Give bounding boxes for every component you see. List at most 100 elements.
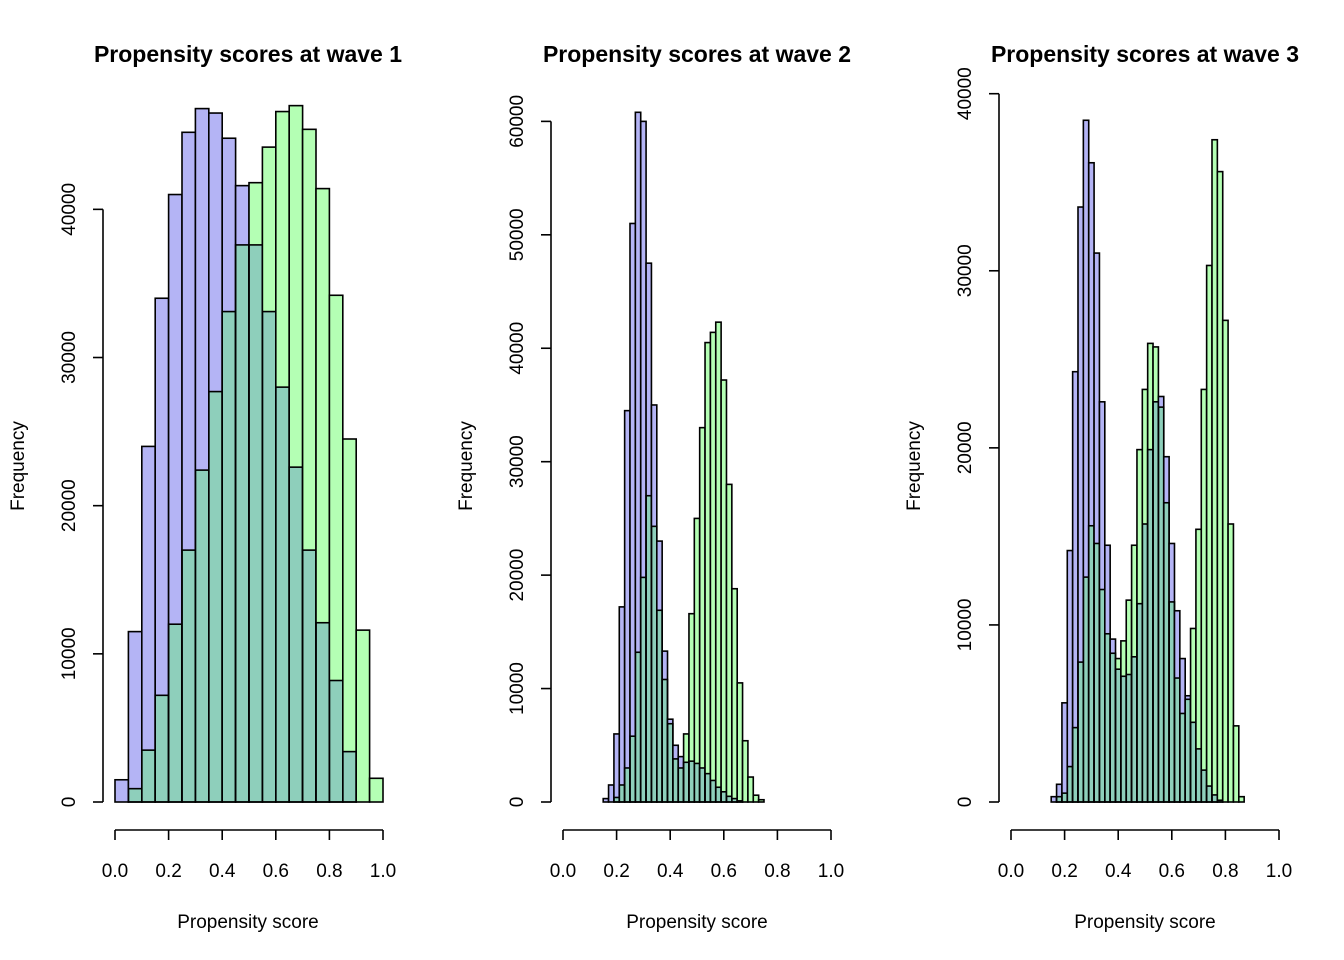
bar-overlap [1099, 589, 1105, 802]
bar-overlap [1120, 676, 1127, 802]
bar-fill [1153, 346, 1159, 402]
bar-overlap [710, 780, 716, 802]
bar-fill [624, 410, 630, 768]
bar-fill [115, 779, 129, 802]
x-tick-label: 0.6 [711, 861, 737, 882]
bar-overlap [651, 526, 657, 802]
bar-series-2 [757, 798, 765, 803]
bar-fill [1201, 389, 1207, 771]
bar-fill [1099, 401, 1105, 590]
y-axis-label: Frequency [456, 421, 477, 511]
bar-overlap [128, 788, 142, 802]
x-tick-label: 0.2 [1051, 861, 1077, 882]
bar-overlap [1179, 713, 1186, 802]
bar-fill [1142, 389, 1148, 524]
bar-overlap [1185, 699, 1191, 802]
bar-fill [289, 105, 303, 468]
x-tick-label: 0.4 [1105, 861, 1132, 882]
bar-fill [182, 132, 196, 551]
y-tick-label: 20000 [507, 549, 528, 602]
x-axis: 0.0 0.2 0.4 0.6 0.8 1.0 [102, 829, 396, 882]
bar-overlap [1131, 656, 1137, 802]
bar-overlap [182, 550, 196, 802]
bar-fill [1212, 139, 1218, 795]
x-tick-label: 0.2 [155, 861, 181, 882]
bar-fill [1179, 658, 1186, 714]
y-tick-label: 30000 [507, 435, 528, 488]
bar-overlap [640, 577, 647, 802]
bar-overlap [316, 622, 330, 802]
y-tick-label: 40000 [955, 67, 976, 120]
bar-fill [249, 182, 263, 245]
bar-fill [1126, 600, 1132, 675]
bar-fill [688, 613, 695, 762]
bar-overlap [688, 761, 695, 802]
bar-overlap [1201, 770, 1207, 802]
bar-overlap [1072, 727, 1078, 802]
bar-overlap [275, 387, 290, 802]
bar-fill [1136, 449, 1143, 604]
bar-fill [168, 194, 182, 625]
bar-overlap [619, 784, 625, 802]
bar-fill [758, 799, 764, 802]
bar-overlap [1217, 800, 1223, 802]
bar-overlap [1088, 525, 1095, 802]
bar-fill [1206, 265, 1212, 787]
bar-overlap [672, 758, 679, 802]
panel-wave-2: Propensity scores at wave 2 0.0 0.2 0.4 0.6… [456, 41, 851, 933]
bar-fill [1195, 529, 1202, 749]
bar-fill [726, 484, 732, 797]
bar-series-2 [747, 776, 755, 803]
bar-fill [1110, 639, 1116, 654]
y-tick-label: 0 [507, 797, 528, 808]
bar-overlap [630, 736, 636, 802]
bar-series-2 [341, 438, 357, 803]
x-tick-label: 1.0 [370, 861, 396, 882]
bar-series-2 [752, 794, 760, 803]
bar-fill [1217, 171, 1223, 801]
bar-overlap [1115, 669, 1121, 802]
bar-fill [672, 745, 679, 759]
x-tick-label: 0.2 [603, 861, 629, 882]
bar-overlap [262, 311, 276, 802]
bar-series-2 [741, 739, 749, 803]
y-tick-label: 60000 [507, 95, 528, 148]
bar-overlap [667, 723, 673, 802]
x-tick-label: 0.0 [550, 861, 576, 882]
bar-fill [747, 777, 754, 802]
y-tick-label: 0 [955, 797, 976, 808]
panel-wave-1: Propensity scores at wave 1 0.0 0.2 0.4 0.6… [8, 41, 402, 933]
bar-fill [1072, 371, 1078, 728]
histogram-bars [602, 111, 765, 803]
x-tick-label: 0.8 [1212, 861, 1238, 882]
bar-fill [737, 682, 743, 801]
bar-overlap [613, 797, 620, 802]
bar-fill [208, 113, 223, 392]
bar-fill [1067, 550, 1073, 767]
bar-overlap [721, 791, 727, 802]
chart-title: Propensity scores at wave 1 [94, 41, 402, 67]
bar-series-2 [355, 629, 371, 803]
x-tick-label: 0.4 [209, 861, 236, 882]
bar-overlap [1147, 449, 1154, 802]
bar-fill [356, 630, 370, 802]
bar-fill [635, 112, 641, 653]
bar-fill [1169, 543, 1175, 602]
bar-fill [1088, 162, 1095, 526]
bar-overlap [646, 495, 652, 802]
bar-fill [742, 740, 748, 802]
y-tick-label: 50000 [507, 208, 528, 261]
bar-overlap [1142, 523, 1148, 802]
y-tick-label: 30000 [955, 244, 976, 297]
bar-fill [662, 651, 668, 680]
bar-overlap [1153, 401, 1159, 802]
bar-fill [329, 295, 343, 681]
y-tick-label: 40000 [507, 322, 528, 375]
bar-fill [608, 784, 614, 802]
bar-overlap [1212, 794, 1218, 802]
bar-overlap [1056, 796, 1062, 802]
y-tick-label: 0 [59, 797, 80, 808]
x-tick-label: 1.0 [818, 861, 844, 882]
bar-fill [369, 778, 383, 802]
x-tick-label: 0.0 [998, 861, 1024, 882]
